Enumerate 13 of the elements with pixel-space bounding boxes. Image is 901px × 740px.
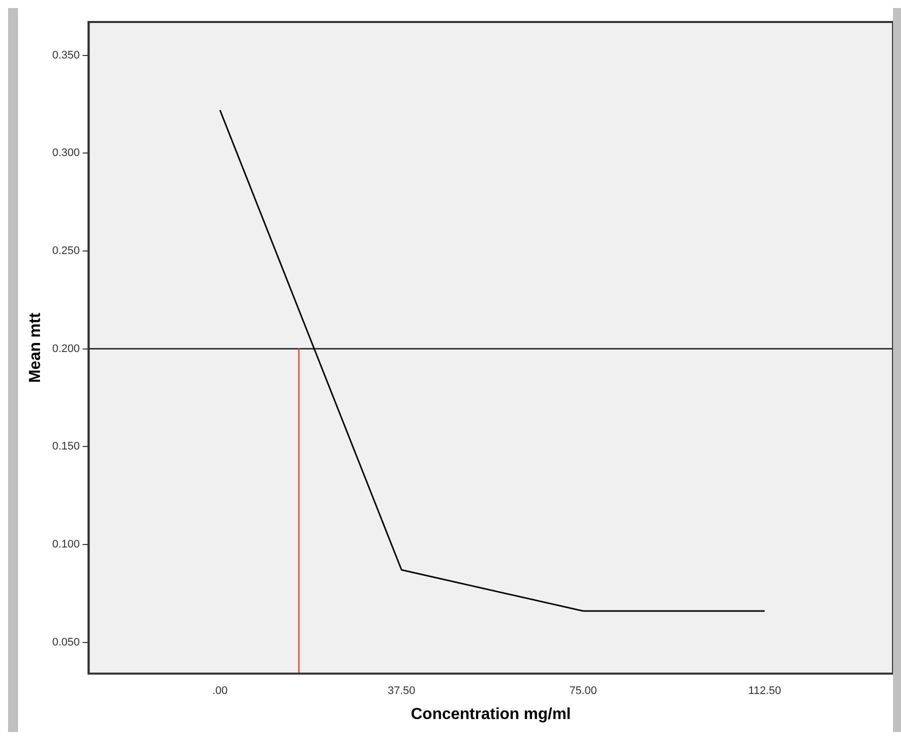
y-tick-label: 0.200: [52, 342, 80, 355]
y-tick-label: 0.050: [52, 636, 80, 648]
y-axis-title: Mean mtt: [27, 312, 44, 383]
x-tick-label: 37.50: [388, 685, 416, 698]
y-tick-label: 0.250: [52, 244, 80, 257]
y-tick-label: 0.100: [52, 538, 80, 550]
x-tick-label: 75.00: [569, 685, 597, 698]
y-tick-label: 0.300: [52, 147, 80, 160]
x-tick-label: 112.50: [748, 685, 782, 698]
x-axis-title: Concentration mg/ml: [410, 706, 571, 723]
y-tick-label: 0.350: [52, 49, 80, 62]
x-tick-label: .00: [212, 685, 228, 698]
y-tick-label: 0.150: [52, 440, 80, 453]
